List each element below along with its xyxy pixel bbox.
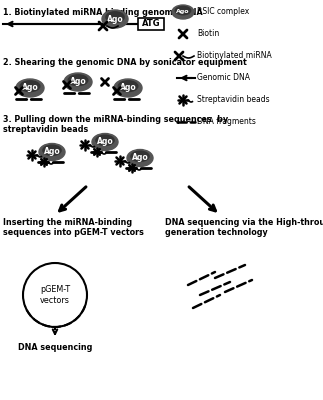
- Text: Ago: Ago: [97, 138, 113, 146]
- Ellipse shape: [106, 12, 124, 22]
- Ellipse shape: [16, 79, 44, 97]
- Text: Inserting the miRNA-binding
sequences into pGEM-T vectors: Inserting the miRNA-binding sequences in…: [3, 218, 144, 238]
- Text: Biotin: Biotin: [197, 30, 219, 38]
- Text: DNA sequencing: DNA sequencing: [18, 343, 92, 352]
- Ellipse shape: [127, 150, 153, 166]
- Text: 1. Biotinylated miRNA binding genomic DNA: 1. Biotinylated miRNA binding genomic DN…: [3, 8, 203, 17]
- Text: DNA fragments: DNA fragments: [197, 118, 256, 126]
- Ellipse shape: [68, 75, 88, 86]
- Ellipse shape: [172, 5, 194, 19]
- Text: ATG: ATG: [142, 20, 160, 28]
- Ellipse shape: [43, 145, 61, 155]
- Text: pGEM-T
vectors: pGEM-T vectors: [40, 285, 70, 305]
- Text: Ago: Ago: [120, 84, 136, 92]
- Text: RSIC complex: RSIC complex: [197, 8, 249, 16]
- Text: Biotinylated miRNA: Biotinylated miRNA: [197, 52, 272, 60]
- Ellipse shape: [96, 135, 114, 146]
- Ellipse shape: [114, 79, 142, 97]
- Ellipse shape: [92, 134, 118, 150]
- Text: 3. Pulling down the miRNA-binding sequences  by
streptavidin beads: 3. Pulling down the miRNA-binding sequen…: [3, 115, 228, 134]
- Ellipse shape: [102, 10, 128, 28]
- Ellipse shape: [175, 6, 191, 15]
- Text: Genomic DNA: Genomic DNA: [197, 74, 250, 82]
- Text: DNA sequencing via the High-throughput-next
generation technology: DNA sequencing via the High-throughput-n…: [165, 218, 323, 238]
- Ellipse shape: [118, 81, 138, 92]
- Ellipse shape: [64, 73, 92, 91]
- Ellipse shape: [131, 151, 149, 161]
- Text: Ago: Ago: [132, 154, 148, 162]
- Text: Streptavidin beads: Streptavidin beads: [197, 96, 270, 104]
- Ellipse shape: [39, 144, 65, 160]
- Ellipse shape: [20, 81, 40, 92]
- Text: Ago: Ago: [44, 148, 60, 156]
- FancyBboxPatch shape: [138, 18, 164, 30]
- Text: Ago: Ago: [107, 14, 123, 24]
- Text: 2. Shearing the genomic DNA by sonicator equipment: 2. Shearing the genomic DNA by sonicator…: [3, 58, 247, 67]
- Text: Ago: Ago: [70, 78, 86, 86]
- Text: Ago: Ago: [22, 84, 38, 92]
- Text: Ago: Ago: [176, 10, 190, 14]
